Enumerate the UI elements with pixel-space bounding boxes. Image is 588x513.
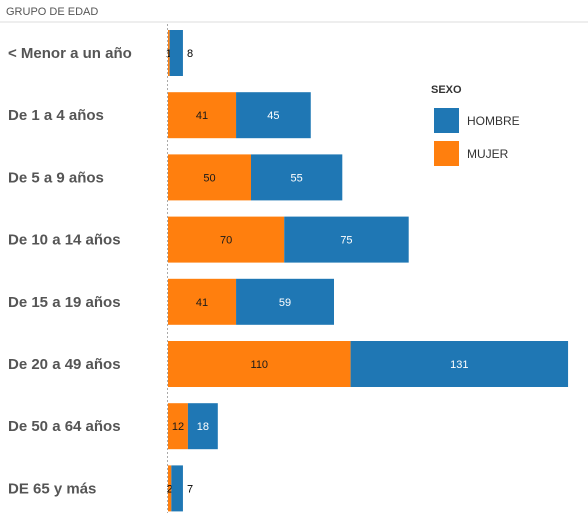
legend-label-mujer: MUJER xyxy=(467,147,509,161)
category-row: De 5 a 9 años 50 55 xyxy=(8,154,343,201)
category-label: < Menor a un año xyxy=(8,45,132,62)
category-row: De 20 a 49 años 110 131 xyxy=(8,341,569,387)
mujer-value-label: 1 xyxy=(166,48,172,60)
category-label: De 20 a 49 años xyxy=(8,356,121,373)
category-row: < Menor a un año 1 8 xyxy=(8,30,193,76)
category-row: De 1 a 4 años 41 45 xyxy=(8,92,311,139)
mujer-value-label: 70 xyxy=(220,235,232,247)
legend-label-hombre: HOMBRE xyxy=(467,114,520,128)
category-row: DE 65 y más 2 7 xyxy=(8,465,193,512)
category-label: DE 65 y más xyxy=(8,480,96,497)
hombre-value-label: 7 xyxy=(187,483,193,495)
category-label: De 1 a 4 años xyxy=(8,107,104,124)
hombre-value-label: 55 xyxy=(291,172,303,184)
hombre-bar xyxy=(171,465,183,512)
mujer-bar xyxy=(168,403,188,450)
legend-swatch-hombre xyxy=(434,108,459,133)
hombre-bar xyxy=(236,278,334,325)
mujer-bar xyxy=(168,92,237,139)
hombre-value-label: 45 xyxy=(267,110,279,122)
hombre-bar xyxy=(251,154,343,201)
hombre-value-label: 59 xyxy=(279,297,291,309)
category-row: De 15 a 19 años 41 59 xyxy=(8,278,334,325)
category-label: De 50 a 64 años xyxy=(8,418,121,435)
category-row: De 50 a 64 años 12 18 xyxy=(8,403,218,450)
mujer-bar xyxy=(168,30,170,76)
mujer-bar xyxy=(168,465,172,512)
legend-title: SEXO xyxy=(431,84,462,96)
hombre-value-label: 18 xyxy=(197,421,209,433)
mujer-value-label: 41 xyxy=(196,110,208,122)
mujer-value-label: 41 xyxy=(196,297,208,309)
category-label: De 5 a 9 años xyxy=(8,169,104,186)
mujer-value-label: 50 xyxy=(203,172,215,184)
legend-swatch-mujer xyxy=(434,141,459,166)
row-header: GRUPO DE EDAD xyxy=(6,6,98,18)
hombre-bar xyxy=(284,216,409,263)
hombre-bar xyxy=(169,30,183,76)
mujer-bar xyxy=(168,216,285,263)
hombre-bar xyxy=(236,92,311,139)
mujer-value-label: 2 xyxy=(167,483,173,495)
hombre-value-label: 75 xyxy=(340,235,352,247)
hombre-bar xyxy=(350,341,569,387)
category-row: De 10 a 14 años 70 75 xyxy=(8,216,409,263)
mujer-value-label: 12 xyxy=(172,421,184,433)
mujer-value-label: 110 xyxy=(251,359,269,371)
mujer-bar xyxy=(168,154,251,201)
category-label: De 15 a 19 años xyxy=(8,294,121,311)
category-label: De 10 a 14 años xyxy=(8,232,121,249)
hombre-value-label: 8 xyxy=(187,48,193,60)
mujer-bar xyxy=(168,278,237,325)
hombre-value-label: 131 xyxy=(450,359,468,371)
legend: SEXO HOMBRE MUJER xyxy=(431,84,520,166)
hombre-bar xyxy=(187,403,218,450)
mujer-bar xyxy=(168,341,351,387)
